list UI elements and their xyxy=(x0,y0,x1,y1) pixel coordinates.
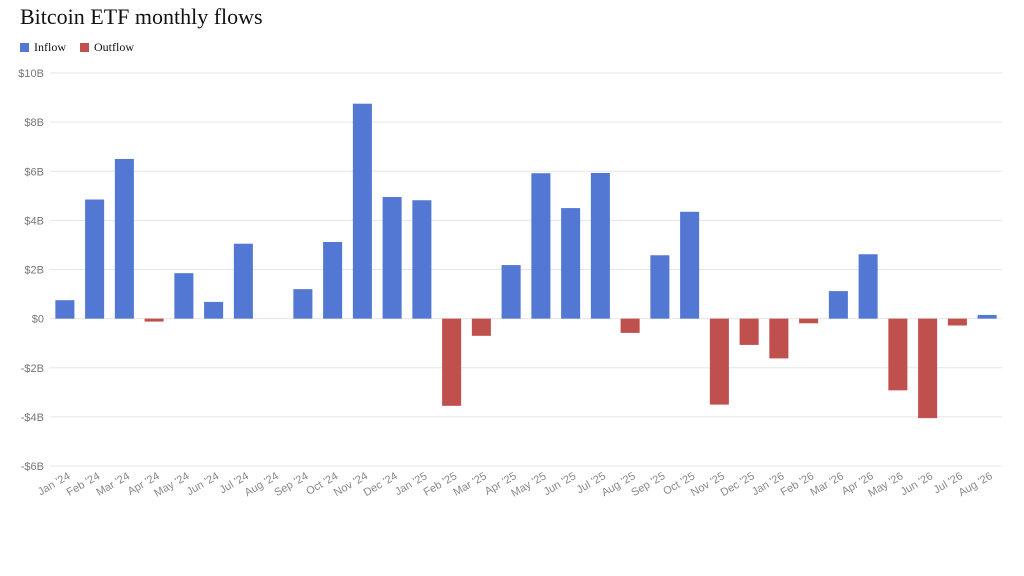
chart-title: Bitcoin ETF monthly flows xyxy=(20,4,263,29)
bar-inflow[interactable] xyxy=(204,301,224,319)
bar-outflow[interactable] xyxy=(620,318,640,333)
y-tick-label: $0 xyxy=(32,314,44,326)
bar-inflow[interactable] xyxy=(114,158,134,319)
bar-inflow[interactable] xyxy=(501,265,521,319)
bar-outflow[interactable] xyxy=(709,318,729,405)
legend-item-outflow[interactable]: Outflow xyxy=(80,40,134,55)
x-tick-label: Sep '24 xyxy=(272,470,310,499)
y-tick-label: $4B xyxy=(24,215,44,227)
bar-outflow[interactable] xyxy=(471,318,491,336)
bar-inflow[interactable] xyxy=(323,241,343,319)
bars-layer xyxy=(55,103,997,419)
bar-outflow[interactable] xyxy=(918,318,938,419)
bar-outflow[interactable] xyxy=(144,318,164,322)
bar-inflow[interactable] xyxy=(55,300,75,319)
legend-label-inflow: Inflow xyxy=(34,40,66,54)
x-tick-label: Mar '25 xyxy=(451,470,488,499)
x-tick-label: Dec '25 xyxy=(719,470,757,499)
bar-inflow[interactable] xyxy=(412,200,432,319)
y-tick-label: $2B xyxy=(24,265,44,277)
bar-inflow[interactable] xyxy=(680,211,700,319)
y-tick-label: -$2B xyxy=(21,363,44,375)
x-tick-label: Sep '25 xyxy=(629,470,667,499)
bar-inflow[interactable] xyxy=(85,199,105,319)
bar-inflow[interactable] xyxy=(977,314,997,319)
bar-outflow[interactable] xyxy=(739,318,759,345)
bar-outflow[interactable] xyxy=(442,318,462,406)
legend-item-inflow[interactable]: Inflow xyxy=(20,40,66,55)
bar-inflow[interactable] xyxy=(650,255,670,319)
x-tick-label: Feb '26 xyxy=(779,470,816,499)
x-tick-label: Jun '25 xyxy=(542,470,578,498)
bar-inflow[interactable] xyxy=(382,197,402,319)
bar-inflow[interactable] xyxy=(293,289,313,319)
bar-outflow[interactable] xyxy=(769,318,789,359)
x-tick-label: Aug '26 xyxy=(957,470,995,499)
x-tick-label: Feb '25 xyxy=(422,470,459,499)
bar-inflow[interactable] xyxy=(531,173,551,319)
y-tick-label: $8B xyxy=(24,117,44,129)
legend-label-outflow: Outflow xyxy=(94,40,134,54)
y-tick-label: $6B xyxy=(24,166,44,178)
bar-inflow[interactable] xyxy=(828,291,848,319)
bar-inflow[interactable] xyxy=(352,103,372,319)
bar-outflow[interactable] xyxy=(947,318,967,326)
bar-inflow[interactable] xyxy=(858,254,878,319)
x-tick-label: Jun '26 xyxy=(899,470,935,498)
y-tick-label: $10B xyxy=(18,68,44,80)
y-tick-label: -$6B xyxy=(21,461,44,473)
bar-inflow[interactable] xyxy=(590,172,610,319)
bar-inflow[interactable] xyxy=(174,273,194,319)
x-tick-label: Jun '24 xyxy=(185,470,221,498)
chart-legend: Inflow Outflow xyxy=(20,40,148,55)
x-tick-label: Mar '24 xyxy=(94,470,131,499)
y-tick-label: -$4B xyxy=(21,412,44,424)
legend-swatch-outflow xyxy=(80,43,89,52)
bar-inflow[interactable] xyxy=(233,243,253,319)
legend-swatch-inflow xyxy=(20,43,29,52)
x-tick-label: Mar '26 xyxy=(808,470,845,499)
x-tick-label: Dec '24 xyxy=(362,470,400,499)
bar-outflow[interactable] xyxy=(799,318,819,324)
x-tick-label: Feb '24 xyxy=(65,470,102,499)
bar-outflow[interactable] xyxy=(888,318,908,391)
y-axis-ticks: $10B $8B $6B $4B $2B $0 -$2B -$4B -$6B xyxy=(18,68,44,473)
bar-inflow[interactable] xyxy=(561,208,581,319)
